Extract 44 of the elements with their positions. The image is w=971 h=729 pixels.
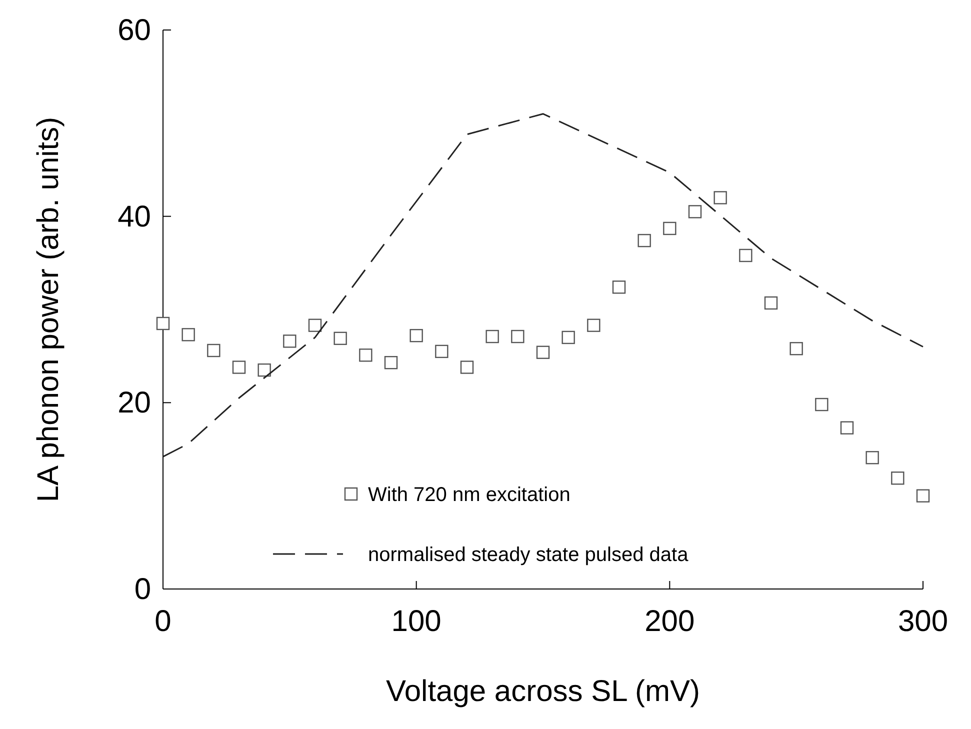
x-tick-label: 200 xyxy=(644,605,695,638)
point xyxy=(359,348,372,362)
x-tick-label: 300 xyxy=(898,605,948,638)
point xyxy=(435,344,448,358)
legend-label: With 720 nm excitation xyxy=(368,484,570,506)
point xyxy=(891,472,904,485)
point xyxy=(739,248,752,262)
point xyxy=(790,342,803,356)
point xyxy=(460,360,474,374)
point xyxy=(536,346,550,359)
point xyxy=(486,330,499,344)
point xyxy=(308,318,322,332)
point xyxy=(511,330,524,344)
legend-label: normalised steady state pulsed data xyxy=(368,544,690,566)
y-tick-label: 40 xyxy=(118,200,151,234)
point xyxy=(663,222,676,236)
point xyxy=(916,489,930,502)
point xyxy=(840,421,854,434)
point xyxy=(283,334,296,348)
x-tick-label: 0 xyxy=(154,605,172,638)
point xyxy=(232,360,246,374)
point xyxy=(612,280,626,294)
point xyxy=(156,316,170,330)
point xyxy=(866,451,879,464)
point xyxy=(410,328,423,342)
y-axis-title: LA phonon power (arb. units) xyxy=(32,116,65,502)
point xyxy=(258,363,271,377)
point xyxy=(207,344,220,358)
x-tick-label: 100 xyxy=(391,605,442,638)
point xyxy=(334,332,347,345)
point xyxy=(638,234,651,248)
y-tick-label: 60 xyxy=(118,14,151,47)
y-tick-label: 0 xyxy=(134,573,151,606)
point xyxy=(384,356,398,370)
point xyxy=(688,205,702,218)
point xyxy=(182,328,195,342)
point xyxy=(815,398,828,412)
point xyxy=(714,191,727,204)
y-tick-label: 20 xyxy=(118,386,151,420)
point xyxy=(587,318,600,332)
point xyxy=(764,296,778,310)
line-series xyxy=(162,113,924,458)
x-axis-title: Voltage across SL (mV) xyxy=(386,675,700,708)
point xyxy=(562,330,575,344)
